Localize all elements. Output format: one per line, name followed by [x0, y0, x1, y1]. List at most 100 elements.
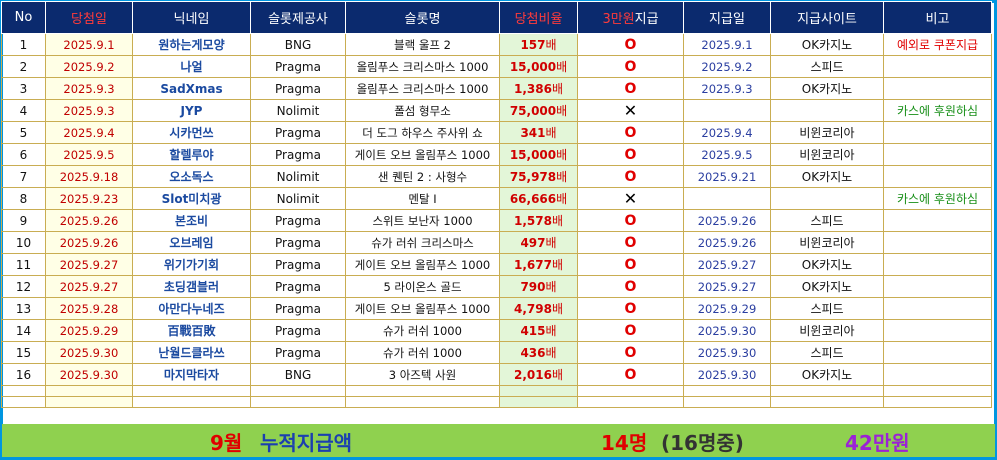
win-rate-value: 157	[520, 38, 546, 52]
cell-paid: O	[577, 143, 684, 166]
cell-slot-name: 게이트 오브 올림푸스 1000	[345, 143, 500, 166]
win-rate-unit: 배	[545, 280, 557, 294]
cell-no: 5	[1, 121, 46, 144]
empty-cell	[683, 396, 771, 408]
footer-label: 누적지급액	[260, 431, 352, 455]
cell-nickname: 시카먼쓰	[132, 121, 251, 144]
cell-nickname: 오소독스	[132, 165, 251, 188]
cell-win-date: 2025.9.29	[45, 319, 133, 342]
cell-nickname: Slot미치광	[132, 187, 251, 210]
table-row: 3 2025.9.3 SadXmas Pragma 올림푸스 크리스마스 1000 1,3…	[1, 77, 992, 100]
table-row: 6 2025.9.5 할렐루야 Pragma 게이트 오브 올림푸스 1000 15,00…	[1, 143, 992, 166]
cell-pay-date: 2025.9.30	[683, 363, 771, 386]
empty-cell	[250, 396, 346, 408]
cell-note	[883, 297, 992, 320]
cell-pay-site: 스피드	[770, 341, 884, 364]
paid-circle-icon: O	[624, 124, 637, 141]
cell-note	[883, 341, 992, 364]
paid-circle-icon: O	[624, 300, 637, 317]
cell-slot-name: 멘탈 I	[345, 187, 500, 210]
win-rate-unit: 배	[551, 214, 563, 228]
win-rate-unit: 배	[556, 148, 568, 162]
cell-nickname: 본조비	[132, 209, 251, 232]
cell-win-rate: 15,000배	[499, 143, 578, 166]
cell-win-date: 2025.9.26	[45, 209, 133, 232]
cell-provider: BNG	[250, 363, 346, 386]
cell-nickname: 위기가기회	[132, 253, 251, 276]
cell-paid: O	[577, 319, 684, 342]
empty-cell	[345, 385, 500, 397]
win-rate-unit: 배	[551, 82, 563, 96]
cell-no: 8	[1, 187, 46, 210]
cell-pay-date	[683, 187, 771, 210]
cell-note	[883, 231, 992, 254]
empty-row	[1, 385, 992, 397]
cell-provider: Nolimit	[250, 99, 346, 122]
win-rate-value: 4,798	[513, 302, 552, 316]
win-rate-value: 497	[520, 236, 546, 250]
cell-no: 7	[1, 165, 46, 188]
header-row: No 당첨일 닉네임 슬롯제공사 슬롯명 당첨비율 3만원지급 지급일 지급사이…	[1, 1, 992, 34]
cell-paid: O	[577, 121, 684, 144]
cell-no: 15	[1, 341, 46, 364]
paid-circle-icon: O	[624, 36, 637, 53]
table-row: 16 2025.9.30 마지막타자 BNG 3 아즈텍 사원 2,016배 O 2025.9…	[1, 363, 992, 386]
table-row: 5 2025.9.4 시카먼쓰 Pragma 더 도그 하우스 주사위 쇼 341배 O 20…	[1, 121, 992, 144]
table-row: 7 2025.9.18 오소독스 Nolimit 샌 퀜틴 2 : 사형수 75,978배…	[1, 165, 992, 188]
cell-no: 12	[1, 275, 46, 298]
cell-pay-site: 비윈코리아	[770, 143, 884, 166]
win-rate-value: 66,666	[509, 192, 557, 206]
footer-month: 9월	[210, 431, 243, 455]
col-header-provider: 슬롯제공사	[250, 1, 346, 34]
cell-not-paid: ✕	[577, 99, 684, 122]
cell-slot-name: 올림푸스 크리스마스 1000	[345, 55, 500, 78]
empty-cell	[45, 385, 133, 397]
cell-paid: O	[577, 297, 684, 320]
cell-paid: O	[577, 231, 684, 254]
cell-provider: Pragma	[250, 55, 346, 78]
cell-win-rate: 1,578배	[499, 209, 578, 232]
cell-pay-date: 2025.9.27	[683, 253, 771, 276]
cell-pay-site: OK카지노	[770, 165, 884, 188]
cell-pay-site: 스피드	[770, 297, 884, 320]
col-header-nickname: 닉네임	[132, 1, 251, 34]
paid-circle-icon: O	[624, 168, 637, 185]
cell-paid: O	[577, 77, 684, 100]
cell-no: 16	[1, 363, 46, 386]
cell-no: 9	[1, 209, 46, 232]
cell-note	[883, 319, 992, 342]
cell-provider: Nolimit	[250, 165, 346, 188]
cell-pay-date: 2025.9.29	[683, 297, 771, 320]
cell-win-date: 2025.9.4	[45, 121, 133, 144]
cell-win-date: 2025.9.18	[45, 165, 133, 188]
cell-paid: O	[577, 253, 684, 276]
col-header-payout-amount: 3만원	[602, 12, 635, 27]
cell-provider: Pragma	[250, 319, 346, 342]
cell-pay-date: 2025.9.2	[683, 55, 771, 78]
cell-slot-name: 슈가 러쉬 1000	[345, 341, 500, 364]
cell-nickname: JYP	[132, 99, 251, 122]
paid-circle-icon: O	[624, 278, 637, 295]
not-paid-x-icon: ✕	[623, 189, 638, 208]
table-row: 13 2025.9.28 아만다누네즈 Pragma 게이트 오브 올림푸스 1000 4…	[1, 297, 992, 320]
cell-slot-name: 블랙 울프 2	[345, 33, 500, 56]
cell-slot-name: 슈가 러쉬 1000	[345, 319, 500, 342]
cell-pay-site: 스피드	[770, 209, 884, 232]
cell-nickname: 원하는게모양	[132, 33, 251, 56]
cell-win-date: 2025.9.27	[45, 253, 133, 276]
cell-note	[883, 253, 992, 276]
table-row: 11 2025.9.27 위기가기회 Pragma 게이트 오브 올림푸스 1000 1,…	[1, 253, 992, 276]
table-row: 4 2025.9.3 JYP Nolimit 폴섬 형무소 75,000배 ✕ 카스에 후원하…	[1, 99, 992, 122]
cell-no: 11	[1, 253, 46, 276]
cell-provider: Pragma	[250, 253, 346, 276]
cell-slot-name: 올림푸스 크리스마스 1000	[345, 77, 500, 100]
empty-cell	[683, 385, 771, 397]
cell-slot-name: 스위트 보난자 1000	[345, 209, 500, 232]
cell-slot-name: 3 아즈텍 사원	[345, 363, 500, 386]
cell-win-date: 2025.9.30	[45, 341, 133, 364]
paid-circle-icon: O	[624, 366, 637, 383]
empty-cell	[345, 396, 500, 408]
empty-cell	[45, 396, 133, 408]
cell-win-rate: 790배	[499, 275, 578, 298]
win-rate-value: 1,386	[513, 82, 552, 96]
